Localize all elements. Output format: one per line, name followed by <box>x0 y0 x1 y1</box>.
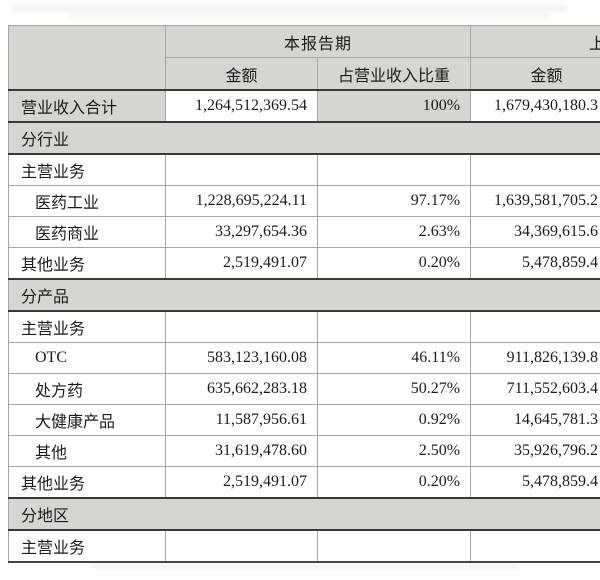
table-row: 其他业务 2,519,491.07 0.20% 5,478,859.4 <box>8 247 600 280</box>
prior-amount-cell: 14,645,781.3 <box>470 404 600 436</box>
header-group-row: 本报告期 上年同期 <box>8 25 600 91</box>
row-label: 医药商业 <box>8 216 166 248</box>
revenue-table-container: 本报告期 上年同期 金额 占营业收入比重 金额 营业收入合计 1,264,512… <box>8 25 600 563</box>
amount-cell: 1,264,512,369.54 <box>165 89 318 123</box>
table-row: 主营业务 <box>8 310 600 343</box>
table-row: 其他业务 2,519,491.07 0.20% 5,478,859.4 <box>8 466 600 499</box>
amount-column-header: 金额 <box>165 57 318 91</box>
row-label: 处方药 <box>8 373 166 405</box>
row-label: 其他业务 <box>8 247 166 280</box>
table-row: OTC 583,123,160.08 46.11% 911,826,139.8 <box>8 342 600 374</box>
prior-amount-cell: 711,552,603.4 <box>470 373 600 405</box>
row-label: 医药工业 <box>8 185 166 217</box>
ratio-cell: 46.11% <box>316 342 472 374</box>
ratio-cell: 0.92% <box>316 404 472 436</box>
current-period-group-header: 本报告期 <box>164 25 472 58</box>
table-row: 其他 31,619,478.60 2.50% 35,926,796.2 <box>8 435 600 467</box>
prior-amount-cell: 5,478,859.4 <box>470 247 600 280</box>
scan-noise-bottom-2 <box>90 564 520 569</box>
section-row-by-region: 分地区 <box>8 497 600 531</box>
table-row: 医药工业 1,228,695,224.11 97.17% 1,639,581,7… <box>8 185 600 217</box>
ratio-cell <box>316 529 472 563</box>
prior-amount-cell: 5,478,859.4 <box>470 466 600 499</box>
ratio-cell: 50.27% <box>316 373 472 405</box>
amount-cell <box>165 153 318 186</box>
section-label: 分地区 <box>8 497 600 531</box>
ratio-cell: 97.17% <box>316 185 472 217</box>
row-label: 主营业务 <box>8 153 166 186</box>
section-row-by-product: 分产品 <box>8 278 600 312</box>
prior-amount-cell: 1,639,581,705.2 <box>470 185 600 217</box>
prior-amount-cell: 1,679,430,180.3 <box>470 89 600 123</box>
prior-amount-column-header: 金额 <box>470 57 600 91</box>
revenue-breakdown-table: 本报告期 上年同期 金额 占营业收入比重 金额 营业收入合计 1,264,512… <box>8 25 600 563</box>
ratio-cell: 2.63% <box>316 216 472 248</box>
prior-period-group-header: 上年同期 <box>470 25 600 58</box>
amount-cell: 2,519,491.07 <box>165 466 318 499</box>
corner-header-cell <box>8 25 166 91</box>
amount-cell: 33,297,654.36 <box>165 216 318 248</box>
amount-cell: 1,228,695,224.11 <box>165 185 318 217</box>
prior-amount-cell: 911,826,139.8 <box>470 342 600 374</box>
prior-amount-cell <box>470 153 600 186</box>
scan-noise-top <box>12 6 568 11</box>
ratio-cell <box>316 310 472 343</box>
amount-cell <box>165 310 318 343</box>
section-label: 分行业 <box>8 121 600 155</box>
ratio-cell: 0.20% <box>316 466 472 499</box>
table-row-total: 营业收入合计 1,264,512,369.54 100% 1,679,430,1… <box>8 89 600 123</box>
table-row: 处方药 635,662,283.18 50.27% 711,552,603.4 <box>8 373 600 405</box>
row-label: 主营业务 <box>8 310 166 343</box>
row-label: 大健康产品 <box>8 404 166 436</box>
amount-cell: 635,662,283.18 <box>165 373 318 405</box>
ratio-cell: 0.20% <box>316 247 472 280</box>
ratio-cell <box>316 153 472 186</box>
prior-amount-cell <box>470 529 600 563</box>
row-label: 其他 <box>8 435 166 467</box>
prior-amount-cell: 34,369,615.6 <box>470 216 600 248</box>
ratio-cell: 100% <box>316 89 472 123</box>
row-label: 主营业务 <box>8 529 166 563</box>
amount-cell: 2,519,491.07 <box>165 247 318 280</box>
section-label: 分产品 <box>8 278 600 312</box>
table-row: 医药商业 33,297,654.36 2.63% 34,369,615.6 <box>8 216 600 248</box>
row-label: OTC <box>8 342 166 374</box>
row-label: 营业收入合计 <box>8 89 166 123</box>
prior-amount-cell <box>470 310 600 343</box>
row-label: 其他业务 <box>8 466 166 499</box>
header-sub-row: 金额 占营业收入比重 金额 <box>9 57 600 91</box>
amount-cell: 11,587,956.61 <box>165 404 318 436</box>
ratio-cell: 2.50% <box>316 435 472 467</box>
table-row: 主营业务 <box>8 529 600 563</box>
scan-noise-top-2 <box>70 14 550 18</box>
section-row-by-industry: 分行业 <box>8 121 600 155</box>
prior-amount-cell: 35,926,796.2 <box>470 435 600 467</box>
ratio-column-header: 占营业收入比重 <box>316 57 472 91</box>
amount-cell: 31,619,478.60 <box>165 435 318 467</box>
amount-cell: 583,123,160.08 <box>165 342 318 374</box>
table-row: 主营业务 <box>8 153 600 186</box>
table-row: 大健康产品 11,587,956.61 0.92% 14,645,781.3 <box>8 404 600 436</box>
amount-cell <box>165 529 318 563</box>
